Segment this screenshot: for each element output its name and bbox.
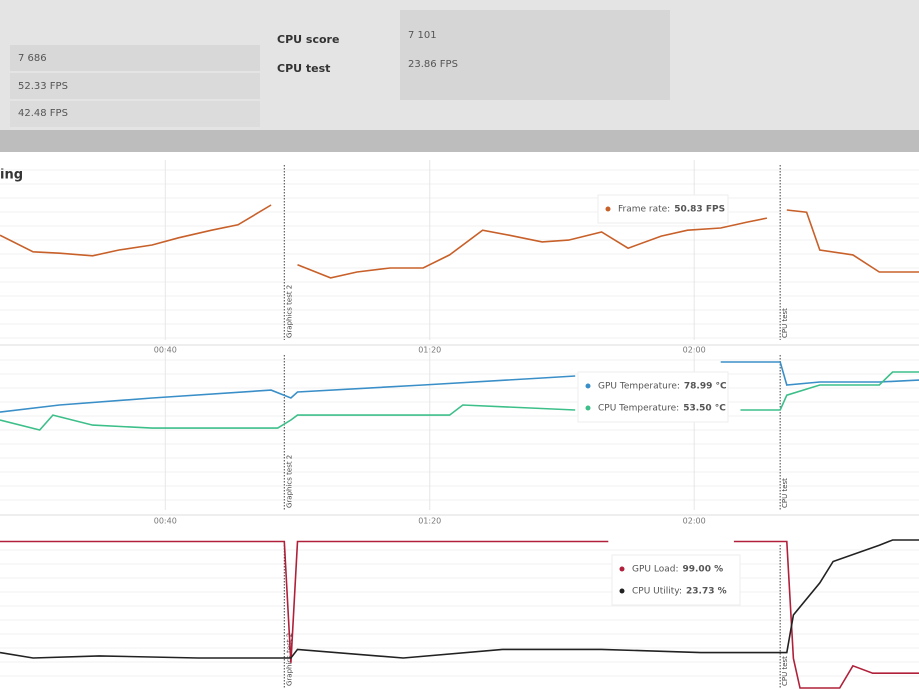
x-tick-label: 01:20 bbox=[418, 517, 441, 526]
legend-name: GPU Temperature: bbox=[598, 382, 680, 392]
x-tick-label: 00:40 bbox=[154, 517, 177, 526]
score-value: 23.86 FPS bbox=[408, 59, 458, 70]
series-line bbox=[0, 540, 919, 689]
series-line bbox=[0, 539, 919, 659]
legend-readout: 99.00 % bbox=[682, 565, 723, 575]
score-box bbox=[10, 45, 260, 71]
legend-readout: 78.99 °C bbox=[684, 382, 727, 392]
series-line bbox=[0, 361, 919, 413]
score-value: 42.48 FPS bbox=[18, 108, 68, 119]
test-marker-label: CPU test bbox=[781, 308, 789, 338]
legend-name: CPU Temperature: bbox=[598, 404, 679, 414]
test-marker-label: Graphics test 2 bbox=[285, 285, 293, 338]
test-marker-label: Graphics test 2 bbox=[285, 455, 293, 508]
legend-readout: 23.73 % bbox=[686, 587, 727, 597]
legend-box bbox=[597, 194, 729, 224]
test-marker-label: CPU test bbox=[781, 478, 789, 508]
score-value: 7 101 bbox=[408, 30, 437, 41]
score-value: 52.33 FPS bbox=[18, 81, 68, 92]
score-box bbox=[10, 73, 260, 99]
test-marker-label: CPU test bbox=[781, 656, 789, 686]
score-label: CPU test bbox=[277, 62, 330, 75]
legend-name: Frame rate: bbox=[618, 205, 670, 215]
legend-box bbox=[577, 371, 729, 423]
legend-dot bbox=[585, 405, 591, 411]
series-line bbox=[0, 204, 919, 279]
legend-name: GPU Load: bbox=[632, 565, 678, 575]
legend-dot bbox=[619, 588, 625, 594]
score-value: 7 686 bbox=[18, 53, 47, 64]
legend-readout: 53.50 °C bbox=[683, 404, 726, 414]
test-marker-label: Graphics test 2 bbox=[285, 633, 293, 686]
series-line bbox=[0, 371, 919, 431]
legend-dot bbox=[585, 383, 591, 389]
score-box bbox=[400, 10, 670, 100]
x-tick-label: 02:00 bbox=[683, 517, 706, 526]
score-box bbox=[10, 101, 260, 127]
legend-readout: 50.83 FPS bbox=[674, 205, 725, 215]
section-heading: ing bbox=[0, 168, 23, 183]
legend-box bbox=[611, 554, 741, 606]
legend-name: CPU Utility: bbox=[632, 587, 682, 597]
divider bbox=[0, 130, 919, 152]
score-label: CPU score bbox=[277, 33, 339, 46]
legend-dot bbox=[605, 206, 611, 212]
legend-dot bbox=[619, 566, 625, 572]
